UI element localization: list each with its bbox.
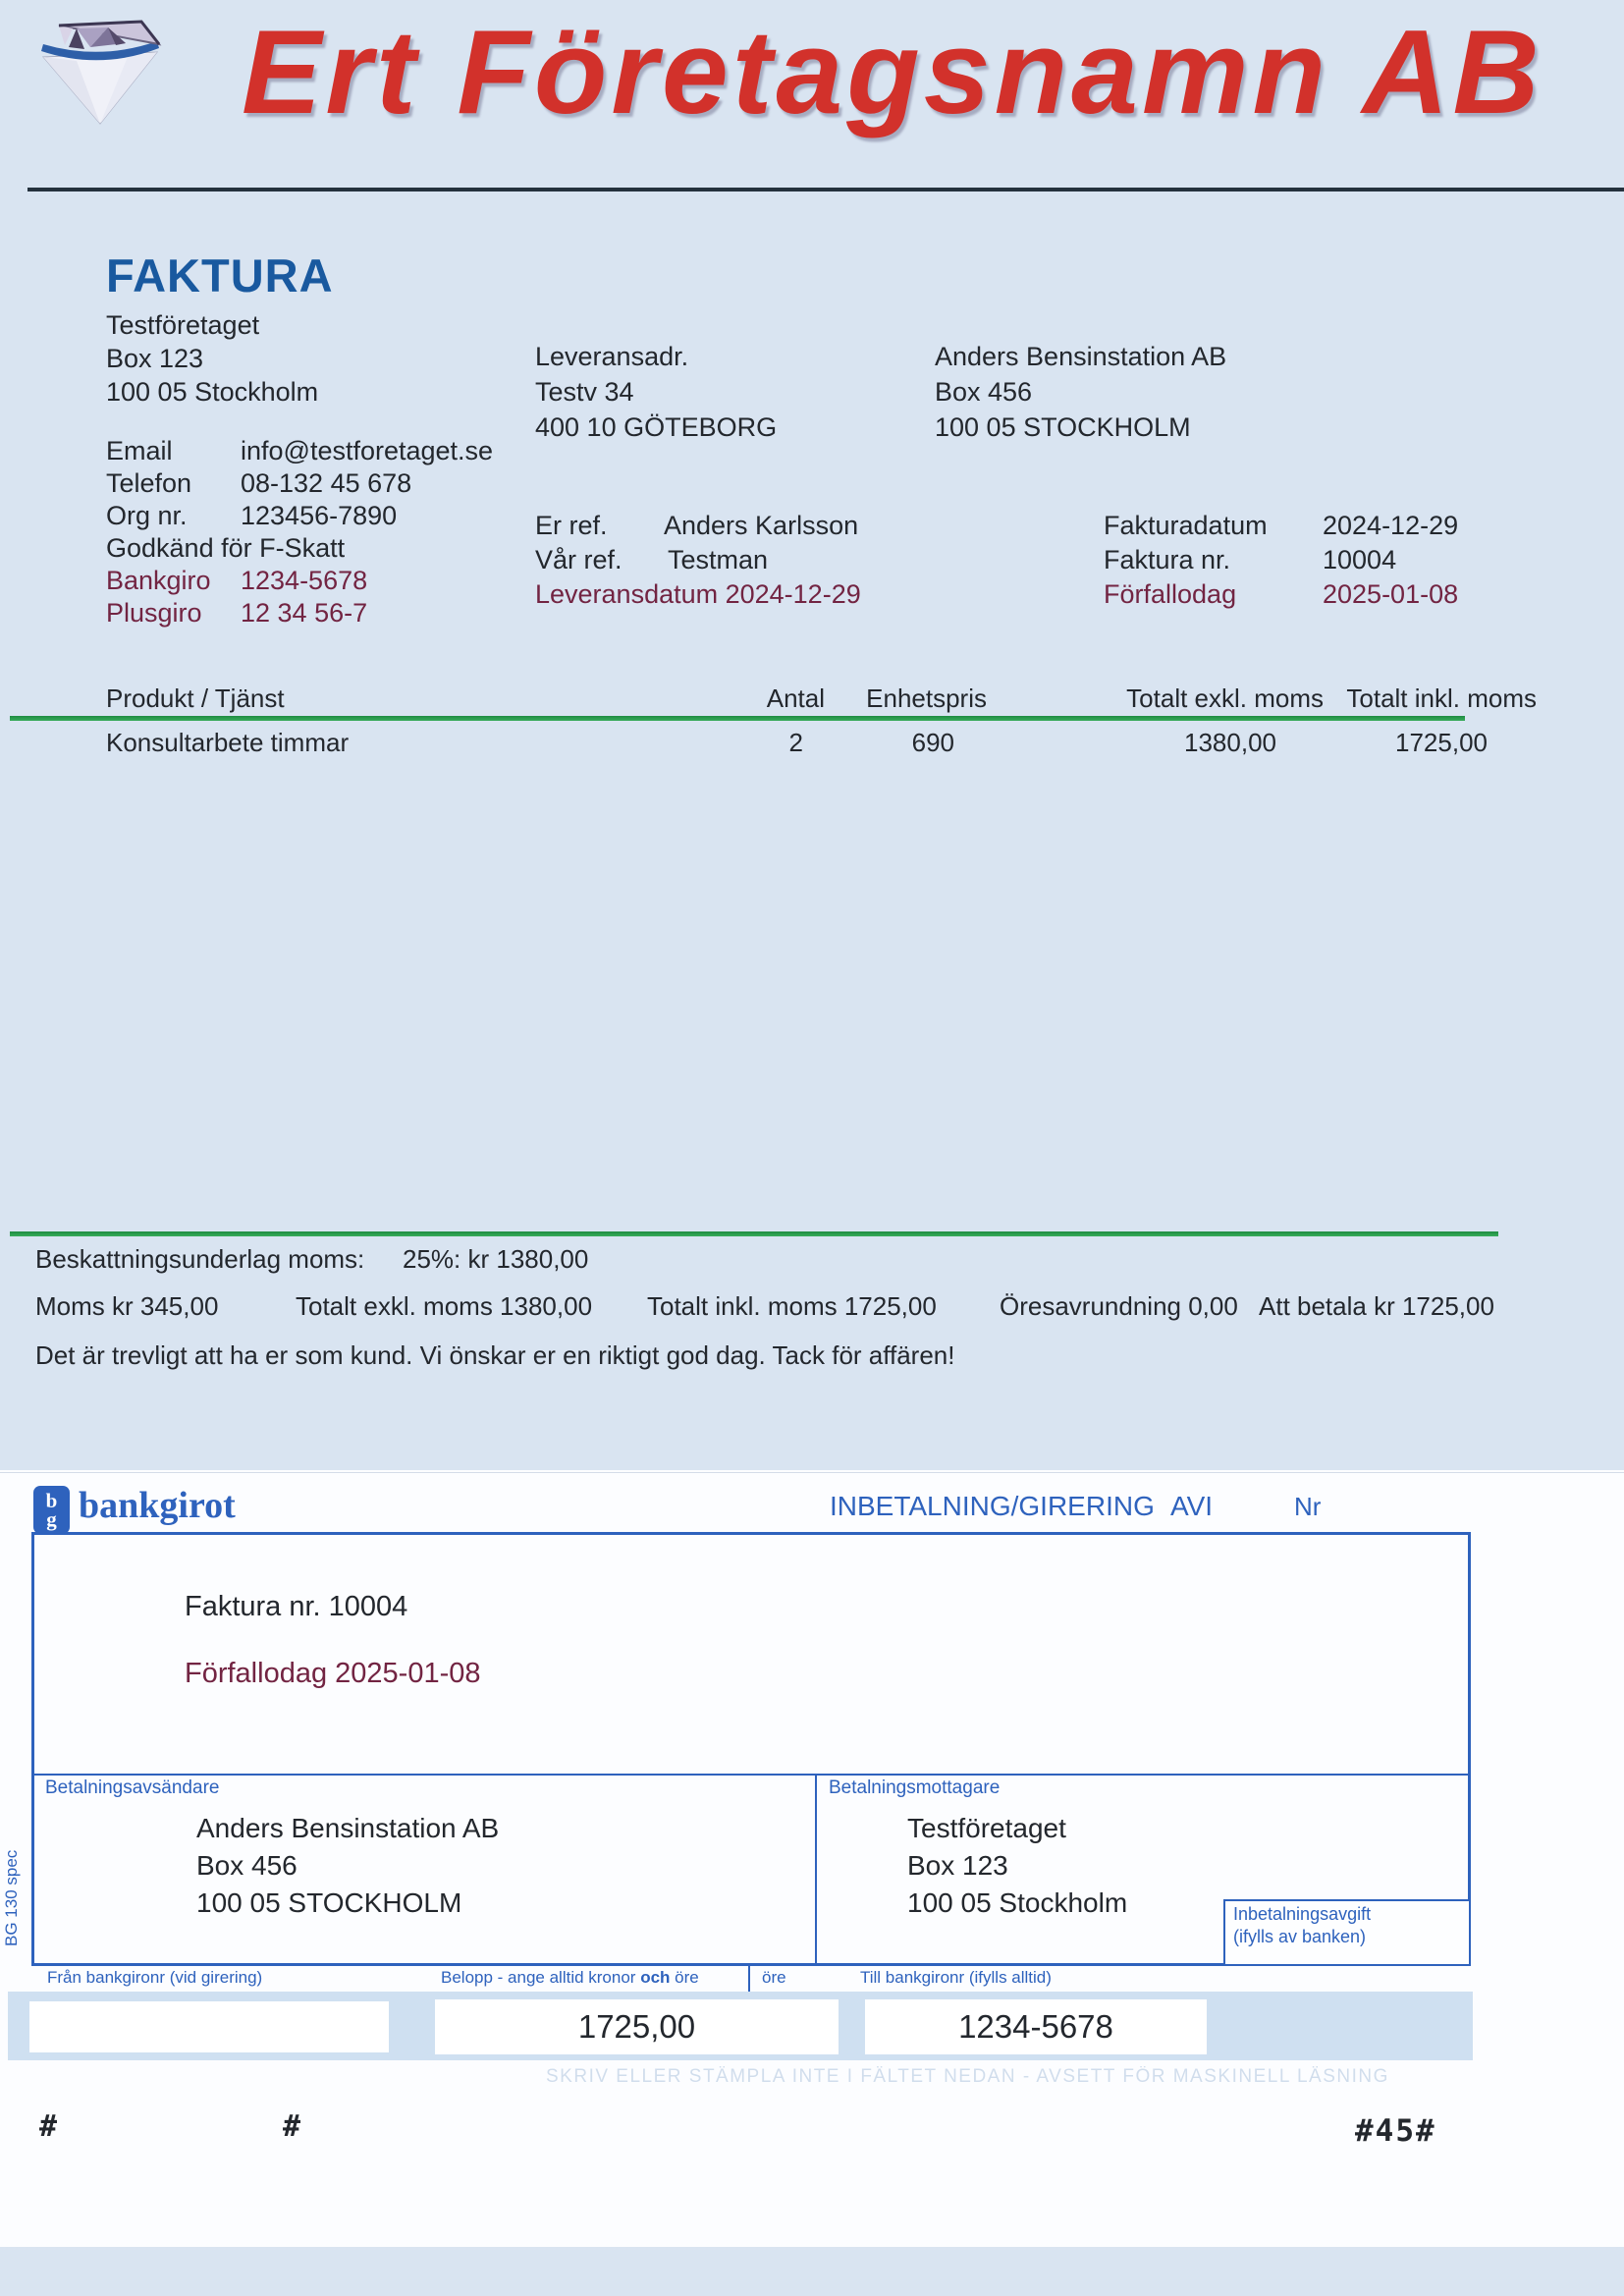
slip-nr-label: Nr bbox=[1294, 1492, 1322, 1521]
leveransdatum-line: Leveransdatum 2024-12-29 bbox=[535, 579, 861, 609]
from-bankgiro-field bbox=[29, 2001, 389, 2052]
email-value: info@testforetaget.se bbox=[241, 436, 494, 465]
var-ref-value: Testman bbox=[668, 545, 769, 574]
slip-top-edge bbox=[0, 1472, 1624, 1473]
payer-addr2: 100 05 STOCKHOLM bbox=[196, 1887, 462, 1918]
form-spec-label: BG 130 spec bbox=[2, 1849, 21, 1946]
payee-section-label: Betalningsmottagare bbox=[829, 1777, 1001, 1798]
bankgirot-icon-b: b bbox=[45, 1488, 58, 1512]
orgnr-value: 123456-7890 bbox=[241, 501, 398, 530]
plusgiro-value: 12 34 56-7 bbox=[241, 598, 368, 628]
to-bankgiro-value: 1234-5678 bbox=[958, 2008, 1113, 2045]
er-ref-label: Er ref. bbox=[535, 511, 608, 540]
slip-invoice-line: Faktura nr. 10004 bbox=[185, 1591, 408, 1622]
delivery-label: Leveransadr. bbox=[535, 342, 689, 371]
bankgirot-icon-g: g bbox=[46, 1506, 57, 1531]
row-product: Konsultarbete timmar bbox=[106, 728, 350, 757]
fee-box: Inbetalningsavgift (ifylls av banken) bbox=[1223, 1899, 1471, 1966]
forfallodag-label: Förfallodag bbox=[1104, 579, 1237, 609]
payer-section-label: Betalningsavsändare bbox=[45, 1777, 220, 1798]
sender-addr2: 100 05 Stockholm bbox=[106, 377, 319, 407]
slip-column-divider bbox=[815, 1774, 817, 1966]
slip-type-label: INBETALNING/GIRERING bbox=[830, 1491, 1155, 1521]
total-incl: Totalt inkl. moms 1725,00 bbox=[647, 1291, 937, 1321]
var-ref-label: Vår ref. bbox=[535, 545, 623, 574]
payment-slip bbox=[0, 1470, 1624, 2247]
payee-addr2: 100 05 Stockholm bbox=[907, 1887, 1128, 1918]
fskatt-note: Godkänd för F-Skatt bbox=[106, 533, 346, 563]
row-unitprice: 690 bbox=[911, 728, 954, 757]
amount-field-label: Belopp - ange alltid kronor och öre bbox=[441, 1968, 699, 1987]
to-bankgiro-label: Till bankgironr (ifylls alltid) bbox=[860, 1968, 1052, 1987]
col-unitprice-header: Enhetspris bbox=[866, 683, 987, 713]
col-incl-header: Totalt inkl. moms bbox=[1346, 683, 1537, 713]
fakturadatum-label: Fakturadatum bbox=[1104, 511, 1268, 540]
bankgiro-value: 1234-5678 bbox=[241, 566, 368, 595]
orgnr-label: Org nr. bbox=[106, 501, 188, 530]
to-bankgiro-field: 1234-5678 bbox=[865, 1999, 1207, 2054]
total-rounding: Öresavrundning 0,00 bbox=[1000, 1291, 1238, 1321]
payer-addr1: Box 456 bbox=[196, 1850, 298, 1881]
header-divider bbox=[27, 188, 1624, 191]
amount-value: 1725,00 bbox=[577, 2008, 696, 2045]
bankgirot-icon: b g bbox=[33, 1486, 70, 1534]
slip-outer-box bbox=[31, 1532, 1471, 1966]
vat-base-label: Beskattningsunderlag moms: bbox=[35, 1244, 365, 1274]
payee-addr1: Box 123 bbox=[907, 1850, 1008, 1881]
total-moms: Moms kr 345,00 bbox=[35, 1291, 219, 1321]
slip-section-divider bbox=[31, 1774, 1471, 1776]
email-label: Email bbox=[106, 436, 173, 465]
ocr-hash-code: #45# bbox=[1355, 2113, 1436, 2149]
col-product-header: Produkt / Tjänst bbox=[106, 683, 285, 713]
fakturanr-label: Faktura nr. bbox=[1104, 545, 1231, 574]
col-excl-header: Totalt exkl. moms bbox=[1126, 683, 1324, 713]
ore-divider bbox=[748, 1965, 750, 1998]
vat-base-value: 25%: kr 1380,00 bbox=[403, 1244, 589, 1274]
totals-rule bbox=[10, 1231, 1498, 1236]
row-total-incl: 1725,00 bbox=[1395, 728, 1488, 757]
row-qty: 2 bbox=[788, 728, 803, 757]
fakturanr-value: 10004 bbox=[1323, 545, 1397, 574]
doc-title: FAKTURA bbox=[106, 249, 334, 301]
fakturadatum-value: 2024-12-29 bbox=[1323, 511, 1459, 540]
sender-addr1: Box 123 bbox=[106, 344, 204, 373]
bankgirot-wordmark: bankgirot bbox=[79, 1485, 236, 1526]
sender-name: Testföretaget bbox=[106, 310, 260, 340]
from-bankgiro-label: Från bankgironr (vid girering) bbox=[47, 1968, 263, 1987]
ocr-hash-2: # bbox=[283, 2109, 301, 2144]
diamond-logo-icon bbox=[26, 16, 175, 126]
er-ref-value: Anders Karlsson bbox=[664, 511, 859, 540]
customer-addr2: 100 05 STOCKHOLM bbox=[935, 412, 1191, 442]
delivery-line2: 400 10 GÖTEBORG bbox=[535, 412, 778, 442]
row-total-excl: 1380,00 bbox=[1184, 728, 1276, 757]
phone-label: Telefon bbox=[106, 468, 192, 498]
table-header-rule bbox=[10, 716, 1465, 721]
slip-due-line: Förfallodag 2025-01-08 bbox=[185, 1658, 481, 1689]
payee-name: Testföretaget bbox=[907, 1813, 1066, 1843]
forfallodag-value: 2025-01-08 bbox=[1323, 579, 1459, 609]
plusgiro-label: Plusgiro bbox=[106, 598, 202, 628]
delivery-line1: Testv 34 bbox=[535, 377, 634, 407]
fee-label-line2: (ifylls av banken) bbox=[1233, 1927, 1367, 1946]
amount-field: 1725,00 bbox=[435, 1999, 839, 2054]
payer-name: Anders Bensinstation AB bbox=[196, 1813, 500, 1843]
phone-value: 08-132 45 678 bbox=[241, 468, 412, 498]
customer-name: Anders Bensinstation AB bbox=[935, 342, 1227, 371]
slip-avi-label: AVI bbox=[1170, 1491, 1214, 1521]
total-excl: Totalt exkl. moms 1380,00 bbox=[296, 1291, 593, 1321]
ocr-hash-1: # bbox=[39, 2109, 58, 2144]
bankgiro-label: Bankgiro bbox=[106, 566, 211, 595]
fee-label-line1: Inbetalningsavgift bbox=[1233, 1904, 1372, 1924]
thanks-note: Det är trevligt att ha er som kund. Vi ö… bbox=[35, 1340, 955, 1370]
company-title: Ert Företagsnamn AB bbox=[242, 5, 1543, 138]
total-due: Att betala kr 1725,00 bbox=[1259, 1291, 1494, 1321]
col-qty-header: Antal bbox=[766, 683, 825, 713]
ore-label: öre bbox=[762, 1968, 786, 1987]
customer-addr1: Box 456 bbox=[935, 377, 1033, 407]
machine-warning-text: SKRIV ELLER STÄMPLA INTE I FÄLTET NEDAN … bbox=[546, 2066, 1389, 2087]
